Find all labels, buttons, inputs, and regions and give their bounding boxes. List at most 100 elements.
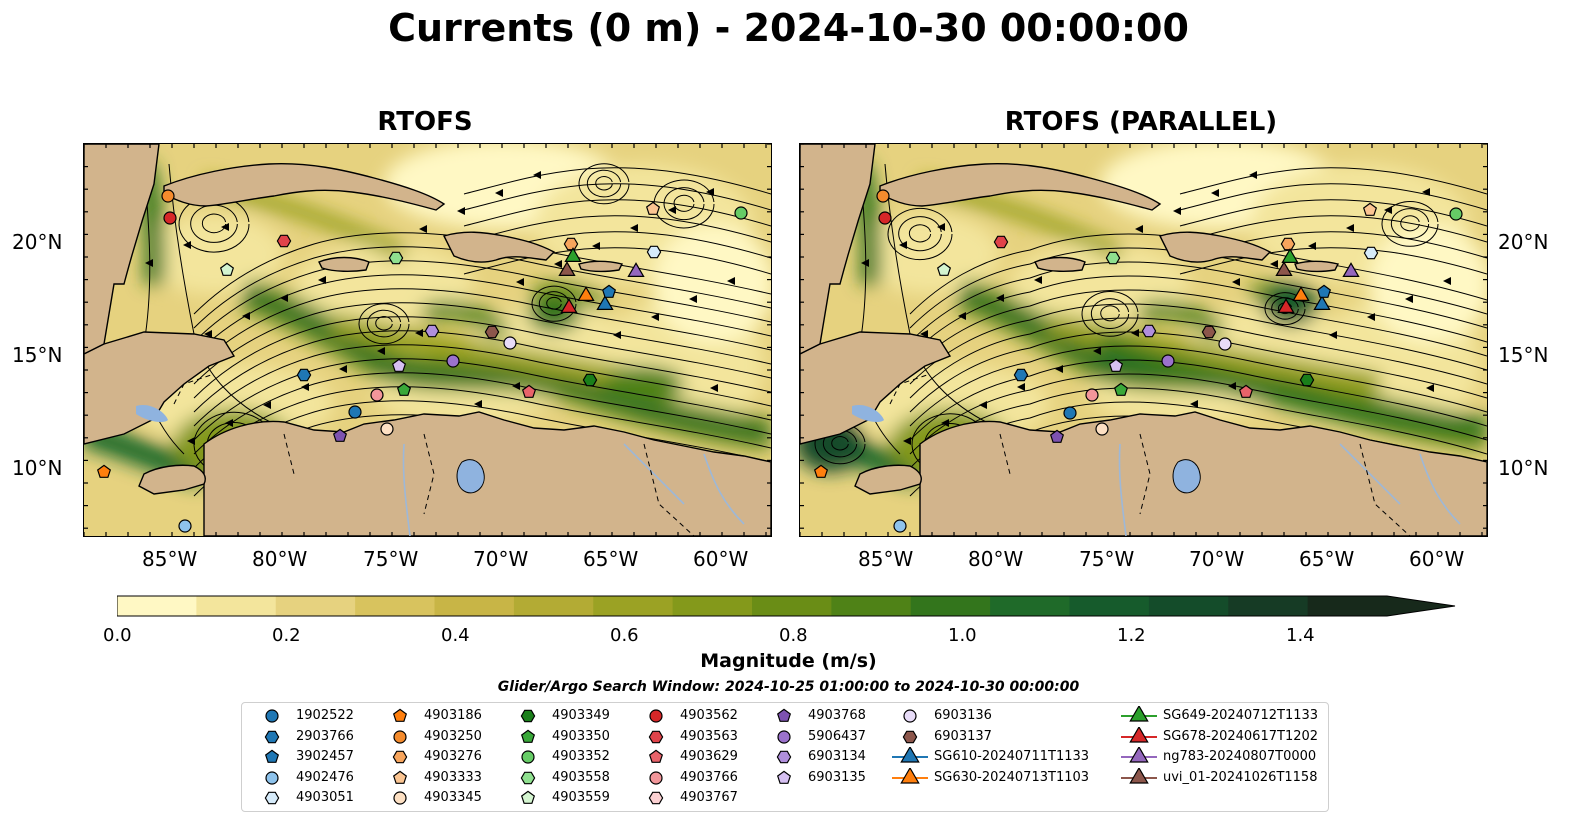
marker-4903629[interactable] xyxy=(521,384,537,398)
marker-4902476[interactable] xyxy=(178,519,192,533)
marker-2903766[interactable] xyxy=(296,368,312,382)
marker-4903051[interactable] xyxy=(1363,246,1379,260)
marker-3902457[interactable] xyxy=(601,284,617,298)
marker-4903352[interactable] xyxy=(734,206,748,220)
marker-4903333[interactable] xyxy=(1362,202,1378,216)
marker-2903766[interactable] xyxy=(1013,368,1029,382)
marker-4903558[interactable] xyxy=(1105,251,1121,265)
map-rtofs[interactable] xyxy=(84,144,771,536)
legend-marker[interactable] xyxy=(1129,706,1149,722)
legend-marker[interactable] xyxy=(649,770,663,785)
marker-4903768[interactable] xyxy=(332,428,348,442)
marker-4903051[interactable] xyxy=(646,245,662,259)
legend-marker[interactable] xyxy=(648,791,664,805)
marker-5906437[interactable] xyxy=(1161,354,1175,368)
marker-sg610-20240711t1133[interactable] xyxy=(1313,295,1331,310)
map-rtofs-parallel[interactable] xyxy=(800,144,1487,536)
marker-sg649-20240712t1133[interactable] xyxy=(1281,248,1299,264)
marker-4903186[interactable] xyxy=(96,464,112,478)
marker-4903276[interactable] xyxy=(1280,237,1296,251)
legend-marker[interactable] xyxy=(520,729,536,743)
marker-4903350[interactable] xyxy=(1113,382,1129,396)
legend-marker[interactable] xyxy=(902,730,918,743)
marker-6903135[interactable] xyxy=(1108,358,1124,372)
legend-marker[interactable] xyxy=(521,750,535,764)
marker-sg610-20240711t1133[interactable] xyxy=(596,295,614,310)
marker-4903562[interactable] xyxy=(878,211,892,225)
marker-4903768[interactable] xyxy=(1049,429,1065,443)
marker-sg649-20240712t1133[interactable] xyxy=(564,247,582,263)
marker-sg678-20240617t1202[interactable] xyxy=(1277,298,1295,313)
marker-sg630-20240713t1103[interactable] xyxy=(577,286,595,301)
marker-6903137[interactable] xyxy=(484,325,500,339)
legend-marker[interactable] xyxy=(900,747,920,763)
marker-sg630-20240713t1103[interactable] xyxy=(1292,286,1310,301)
marker-sg678-20240617t1202[interactable] xyxy=(560,298,578,313)
marker-4903250[interactable] xyxy=(876,189,890,203)
marker-4903350[interactable] xyxy=(396,382,412,396)
marker-6903134[interactable] xyxy=(1141,324,1157,338)
marker-4903349[interactable] xyxy=(1299,373,1315,387)
legend-marker[interactable] xyxy=(903,709,917,723)
marker-4903559[interactable] xyxy=(936,262,952,276)
legend-marker[interactable] xyxy=(265,770,279,785)
marker-ng783-20240807t0000[interactable] xyxy=(627,262,645,277)
legend-marker[interactable] xyxy=(648,749,664,763)
marker-ng783-20240807t0000[interactable] xyxy=(1342,262,1360,277)
legend-marker[interactable] xyxy=(1129,726,1149,743)
legend-marker[interactable] xyxy=(393,729,407,744)
marker-3902457[interactable] xyxy=(1316,284,1332,298)
marker-4903250[interactable] xyxy=(161,189,175,203)
legend-marker[interactable] xyxy=(776,770,792,784)
marker-4903345[interactable] xyxy=(380,422,394,436)
marker-uvi_01-20241026t1158[interactable] xyxy=(558,261,576,276)
legend-marker[interactable] xyxy=(392,708,408,722)
legend-marker[interactable] xyxy=(776,750,792,764)
marker-4902476[interactable] xyxy=(893,519,907,533)
lon-label-60w-left: 60°W xyxy=(693,547,749,571)
marker-4903558[interactable] xyxy=(388,251,404,265)
marker-4903766[interactable] xyxy=(370,388,384,402)
legend-marker[interactable] xyxy=(1129,767,1149,784)
marker-uvi_01-20241026t1158[interactable] xyxy=(1275,261,1293,276)
legend-marker[interactable] xyxy=(520,790,536,804)
marker-4903629[interactable] xyxy=(1238,384,1254,398)
legend-marker[interactable] xyxy=(777,729,791,744)
marker-4903563[interactable] xyxy=(993,235,1009,249)
legend-marker[interactable] xyxy=(264,749,280,763)
marker-4903333[interactable] xyxy=(645,201,661,215)
marker-4903349[interactable] xyxy=(582,373,598,387)
map-panel-rtofs[interactable] xyxy=(83,143,772,537)
legend-marker[interactable] xyxy=(649,709,663,723)
marker-1902522[interactable] xyxy=(348,405,362,419)
legend-marker[interactable] xyxy=(1129,747,1149,763)
marker-4903345[interactable] xyxy=(1095,422,1109,436)
marker-5906437[interactable] xyxy=(446,354,460,368)
marker-6903135[interactable] xyxy=(391,358,407,372)
marker-6903134[interactable] xyxy=(424,324,440,338)
legend-marker[interactable] xyxy=(776,708,792,722)
marker-4903276[interactable] xyxy=(563,237,579,251)
marker-4903766[interactable] xyxy=(1085,388,1099,402)
legend-marker[interactable] xyxy=(265,709,279,723)
map-panel-rtofs-parallel[interactable] xyxy=(799,143,1488,537)
marker-6903137[interactable] xyxy=(1201,325,1217,339)
marker-4903186[interactable] xyxy=(813,464,829,478)
marker-1902522[interactable] xyxy=(1063,406,1077,420)
marker-6903136[interactable] xyxy=(503,336,517,350)
marker-4903562[interactable] xyxy=(163,211,177,225)
legend-marker[interactable] xyxy=(520,709,536,723)
legend-marker[interactable] xyxy=(392,770,408,784)
legend-marker[interactable] xyxy=(264,791,280,805)
marker-4903352[interactable] xyxy=(1449,207,1463,221)
legend-marker[interactable] xyxy=(520,771,536,784)
colorbar-segment xyxy=(910,596,991,616)
marker-4903559[interactable] xyxy=(219,262,235,276)
marker-4903563[interactable] xyxy=(276,234,292,248)
marker-6903136[interactable] xyxy=(1218,337,1232,351)
legend-marker[interactable] xyxy=(393,791,407,805)
legend-marker[interactable] xyxy=(648,730,664,743)
legend-marker[interactable] xyxy=(264,730,280,743)
legend-marker[interactable] xyxy=(900,767,920,784)
legend-marker[interactable] xyxy=(392,750,408,764)
